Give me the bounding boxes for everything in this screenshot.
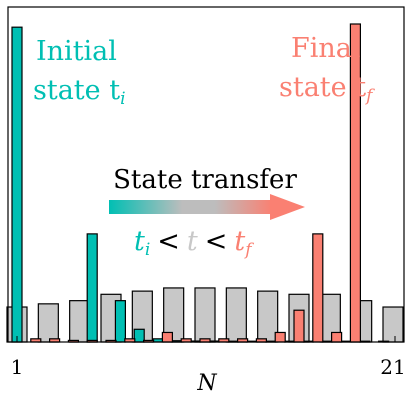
x-tick-label-21: 21 xyxy=(380,355,405,379)
transfer-arrow-head xyxy=(270,194,305,220)
final-bar-32 xyxy=(312,233,324,343)
x-tick-label-1: 1 xyxy=(11,355,24,379)
intermediate-bar-2 xyxy=(37,303,59,343)
ineq-t: t xyxy=(187,226,198,257)
initial-state-text: state t xyxy=(33,75,120,106)
intermediate-bar-7 xyxy=(194,287,216,343)
ineq-tf-sub: f xyxy=(243,240,254,260)
final-state-sub: f xyxy=(364,86,375,106)
initial-bar-1 xyxy=(11,26,23,343)
ineq-tf: t xyxy=(234,226,245,257)
intermediate-bar-13 xyxy=(382,306,404,343)
final-bar-34 xyxy=(331,331,343,343)
x-axis-label: N xyxy=(196,371,217,396)
initial-state-sub: i xyxy=(120,89,125,109)
initial-bar-14 xyxy=(133,328,145,343)
plot-frame xyxy=(7,6,405,343)
initial-state-label: state ti xyxy=(33,75,126,109)
final-state-title: Final xyxy=(291,33,361,64)
ineq-lt-2: < xyxy=(205,226,228,257)
ineq-lt-1: < xyxy=(157,226,180,257)
ineq-ti-sub: i xyxy=(145,240,150,260)
initial-bar-9 xyxy=(86,233,98,343)
final-bar-28 xyxy=(274,331,286,343)
final-bar-30 xyxy=(293,309,305,343)
final-state-text: state t xyxy=(279,72,366,103)
transfer-label-bg xyxy=(107,160,303,196)
inequality: ti < t < tf xyxy=(134,226,254,260)
initial-state-title: Initial xyxy=(36,36,117,67)
final-bar-16 xyxy=(161,331,173,343)
initial-bar-12 xyxy=(114,300,127,343)
state-transfer-label: State transfer xyxy=(113,165,297,195)
ineq-ti: t xyxy=(134,226,145,257)
final-state-label: state tf xyxy=(279,72,375,106)
inequality-bg xyxy=(127,222,277,262)
bars-layer xyxy=(6,23,404,343)
intermediate-bar-8 xyxy=(225,287,247,343)
transfer-arrow-shaft xyxy=(109,200,272,214)
